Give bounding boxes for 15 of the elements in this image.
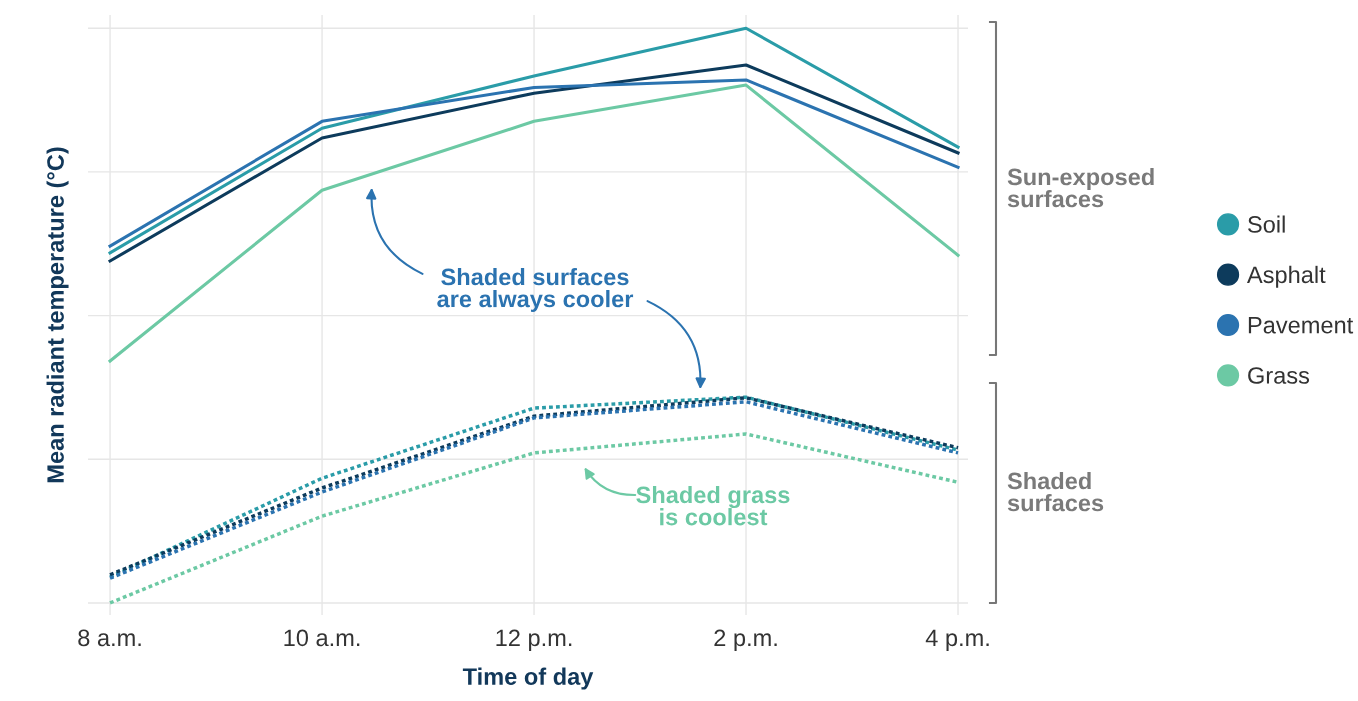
legend-label: Grass <box>1248 367 1310 384</box>
annotation: Shaded grass is coolest <box>636 485 790 526</box>
legend-label: Pavement <box>1248 317 1354 334</box>
annotation: Shaded surfaces are always cooler <box>437 267 634 313</box>
y-axis-title: Mean radiant temperature (°C) <box>46 147 69 483</box>
x-tick-label: 4 p.m. <box>925 629 989 651</box>
x-tick-label: 10 a.m. <box>284 629 360 647</box>
text: Shaded surfaces <box>1007 471 1104 512</box>
x-tick-label: 8 a.m. <box>78 629 141 647</box>
legend-label: Asphalt <box>1246 265 1326 288</box>
x-tick-label: 12 p.m. <box>496 629 572 651</box>
legend-label: Soil <box>1248 215 1285 233</box>
x-axis-title: Time of day <box>462 667 594 690</box>
text: Sun-exposed surfaces <box>1007 167 1154 208</box>
x-tick-label: 2 p.m. <box>714 629 777 651</box>
